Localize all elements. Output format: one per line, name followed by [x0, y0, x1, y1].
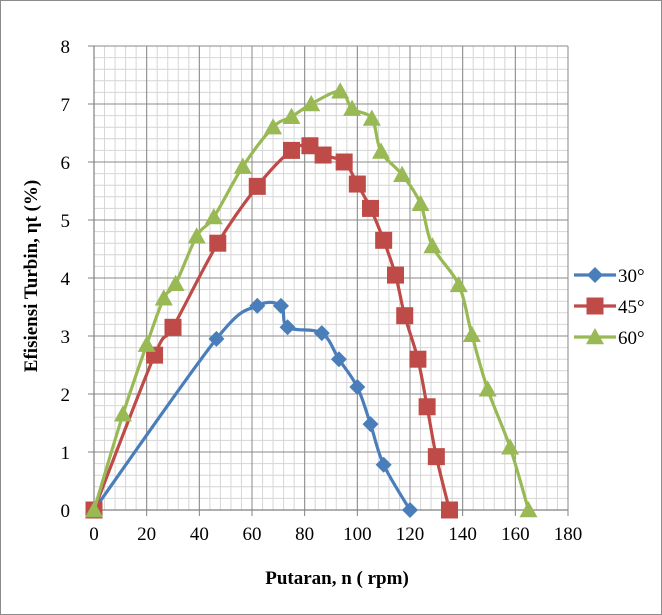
series-3-point — [372, 142, 391, 159]
series-3-point — [187, 227, 206, 244]
y-tick-label: 8 — [61, 37, 71, 58]
series-3-point — [85, 501, 103, 518]
x-tick-label: 120 — [396, 524, 425, 545]
series-3-point — [331, 82, 350, 99]
series-layer — [85, 82, 538, 519]
series-2-point — [248, 177, 266, 195]
series-1-point — [375, 456, 392, 473]
legend-label: 60° — [618, 328, 645, 349]
x-tick-label: 140 — [448, 524, 477, 545]
series-1-point — [402, 502, 418, 518]
legend-item-3: 60° — [574, 328, 645, 349]
series-2-point — [283, 141, 300, 159]
x-tick-label: 40 — [190, 524, 209, 545]
legend-marker — [587, 267, 603, 283]
series-3-point — [423, 237, 442, 254]
series-3-point — [449, 275, 468, 293]
series-3-point — [154, 289, 173, 306]
legend-item-1: 30° — [574, 266, 645, 287]
x-tick-label: 100 — [343, 524, 372, 545]
x-tick-labels: 0 20 40 60 80 100 120 140 160 180 — [89, 524, 582, 545]
x-tick-label: 60 — [243, 524, 262, 545]
series-1-point — [279, 319, 296, 336]
series-1-point — [249, 297, 266, 314]
series-1-point — [362, 416, 379, 433]
series-2-point — [335, 153, 353, 171]
series-2-point — [418, 398, 436, 416]
series-3-point — [501, 438, 520, 455]
series-2-point — [409, 350, 427, 368]
series-3-point — [204, 208, 223, 225]
y-tick-label: 2 — [61, 385, 71, 406]
series-3-point — [282, 107, 301, 124]
series-2-point — [314, 146, 332, 164]
series-1-point — [208, 330, 225, 347]
y-tick-label: 0 — [61, 501, 71, 522]
x-tick-label: 0 — [89, 524, 99, 545]
series-2-point — [387, 266, 405, 284]
series-2-point — [209, 234, 227, 252]
series-2-point — [362, 199, 379, 217]
series-3-point — [113, 405, 132, 422]
series-3-point — [137, 335, 156, 352]
series-2-point — [427, 448, 445, 466]
series-3 — [85, 82, 538, 518]
series-2-point — [396, 307, 414, 325]
series-2-point — [375, 231, 393, 249]
series-2-point — [301, 137, 319, 155]
series-1-point — [349, 379, 366, 396]
x-tick-label: 160 — [501, 524, 530, 545]
series-3-point — [166, 274, 185, 291]
series-1-point — [330, 351, 347, 368]
series-3-point — [478, 380, 497, 397]
y-axis-title: Efisiensi Turbin, ηt (%) — [21, 180, 42, 372]
series-1-point — [272, 297, 289, 314]
legend-marker — [586, 297, 604, 315]
x-tick-label: 180 — [554, 524, 583, 545]
series-3-point — [393, 165, 412, 182]
legend-marker — [586, 328, 604, 345]
legend-label: 30° — [618, 266, 645, 287]
y-tick-label: 5 — [61, 211, 71, 232]
x-axis-title: Putaran, n ( rpm) — [265, 568, 409, 589]
series-2-point — [348, 175, 366, 193]
y-tick-label: 1 — [61, 443, 71, 464]
series-2-point — [164, 318, 182, 336]
y-tick-label: 4 — [61, 269, 71, 290]
legend-item-2: 45° — [574, 297, 645, 318]
legend: 30° 45° 60° — [574, 266, 645, 349]
series-3-point — [411, 194, 430, 211]
y-tick-label: 6 — [61, 153, 71, 174]
series-3-point — [233, 157, 252, 174]
series-1-point — [313, 325, 330, 342]
series-3-point — [264, 118, 283, 135]
x-tick-label: 20 — [137, 524, 156, 545]
series-3-point — [302, 95, 321, 112]
series-3-point — [362, 109, 381, 126]
series-2-point — [441, 501, 458, 519]
series-3-point — [462, 325, 481, 343]
y-tick-labels: 0 1 2 3 4 5 6 7 8 — [61, 37, 71, 522]
series-3-point — [519, 501, 538, 518]
series-3-point — [343, 99, 362, 116]
y-tick-label: 7 — [61, 95, 71, 116]
y-tick-label: 3 — [61, 327, 71, 348]
legend-label: 45° — [618, 297, 645, 318]
x-tick-label: 80 — [295, 524, 314, 545]
